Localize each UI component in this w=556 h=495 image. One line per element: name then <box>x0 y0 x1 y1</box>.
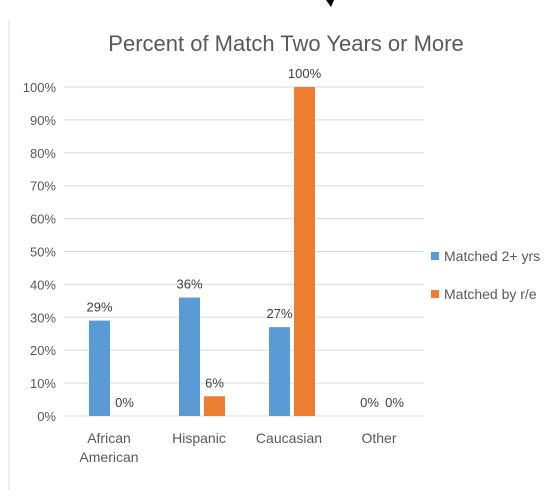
data-label-0-0: 29% <box>86 300 112 315</box>
category-label-1-0: Hispanic <box>172 430 226 446</box>
axes: 0% 10% 20% 30% 40% 50% 60% 70% 80% 90% 100% <box>23 80 424 424</box>
bar-2-1 <box>294 87 315 416</box>
y-tick-label-50: 50% <box>30 245 56 260</box>
category-label-3-0: Other <box>361 430 396 446</box>
y-tick-label-0: 0% <box>37 409 56 424</box>
legend-label-1: Matched by r/e <box>444 286 537 302</box>
bar-2-0 <box>269 327 290 416</box>
bar-1-1 <box>204 396 225 416</box>
data-label-2-1: 100% <box>288 66 322 81</box>
legend-swatch-1 <box>431 290 439 298</box>
bar-1-0 <box>179 297 200 416</box>
data-label-1-0: 36% <box>176 277 202 292</box>
data-label-1-1: 6% <box>205 375 224 390</box>
y-tick-label-10: 10% <box>30 376 56 391</box>
category-label-0-1: American <box>79 449 138 465</box>
category-labels: African American Hispanic Caucasian Other <box>79 430 396 465</box>
data-label-2-0: 27% <box>266 306 292 321</box>
y-tick-label-40: 40% <box>30 277 56 292</box>
data-label-3-1: 0% <box>385 395 404 410</box>
category-label-2-0: Caucasian <box>256 430 322 446</box>
cropped-top-fragment <box>326 0 334 7</box>
data-label-3-0: 0% <box>360 395 379 410</box>
category-label-0-0: African <box>87 430 131 446</box>
legend-label-0: Matched 2+ yrs <box>444 248 540 264</box>
legend: Matched 2+ yrs Matched by r/e <box>431 248 540 302</box>
legend-swatch-0 <box>431 252 439 260</box>
y-tick-label-100: 100% <box>23 80 57 95</box>
data-labels: 29% 0% 36% 6% 27% 100% 0% 0% <box>86 66 404 410</box>
y-tick-label-30: 30% <box>30 310 56 325</box>
y-tick-label-90: 90% <box>30 113 56 128</box>
y-tick-label-70: 70% <box>30 179 56 194</box>
y-tick-label-60: 60% <box>30 212 56 227</box>
gridlines <box>64 86 424 417</box>
data-label-0-1: 0% <box>115 395 134 410</box>
chart-title: Percent of Match Two Years or More <box>108 31 463 56</box>
bars <box>89 87 315 416</box>
bar-0-0 <box>89 320 110 416</box>
y-tick-label-80: 80% <box>30 146 56 161</box>
y-tick-label-20: 20% <box>30 343 56 358</box>
